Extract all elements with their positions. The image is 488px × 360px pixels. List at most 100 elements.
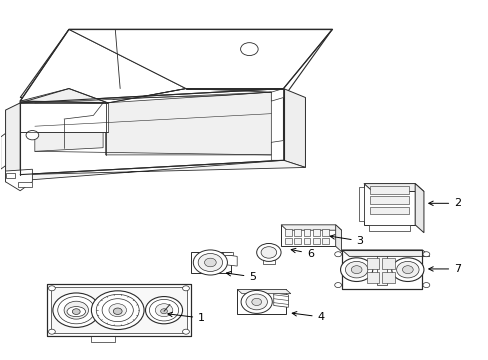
Polygon shape <box>281 225 341 230</box>
Circle shape <box>340 258 372 282</box>
Circle shape <box>241 291 272 314</box>
Circle shape <box>48 329 55 334</box>
Circle shape <box>251 298 261 306</box>
Bar <box>322 229 328 235</box>
Polygon shape <box>358 187 363 221</box>
Circle shape <box>64 301 88 319</box>
Polygon shape <box>5 103 20 182</box>
Polygon shape <box>221 254 237 266</box>
Circle shape <box>102 299 133 321</box>
Polygon shape <box>376 254 386 285</box>
Circle shape <box>72 309 80 315</box>
Polygon shape <box>35 103 103 151</box>
Polygon shape <box>69 30 331 89</box>
Polygon shape <box>18 182 32 187</box>
Polygon shape <box>341 250 429 256</box>
Polygon shape <box>51 287 186 333</box>
Polygon shape <box>264 252 272 263</box>
Bar <box>382 272 394 283</box>
Polygon shape <box>363 184 414 225</box>
Polygon shape <box>368 225 409 231</box>
Polygon shape <box>0 134 5 169</box>
Polygon shape <box>222 252 233 255</box>
Circle shape <box>350 266 361 274</box>
Bar <box>369 186 408 194</box>
Circle shape <box>160 309 167 314</box>
Circle shape <box>58 297 95 324</box>
Polygon shape <box>237 289 290 294</box>
Polygon shape <box>341 250 422 289</box>
Circle shape <box>204 258 216 267</box>
Polygon shape <box>5 173 15 178</box>
Circle shape <box>334 283 341 288</box>
Bar <box>294 229 301 235</box>
Circle shape <box>48 286 55 291</box>
Circle shape <box>145 297 182 324</box>
Polygon shape <box>271 89 283 101</box>
Circle shape <box>155 304 172 317</box>
Text: 2: 2 <box>428 198 460 208</box>
Circle shape <box>109 304 126 317</box>
Bar <box>369 197 408 204</box>
Circle shape <box>240 42 258 55</box>
Polygon shape <box>91 336 115 342</box>
Polygon shape <box>271 140 283 160</box>
Bar <box>312 229 319 235</box>
Polygon shape <box>105 92 271 155</box>
Polygon shape <box>273 293 288 307</box>
Polygon shape <box>237 289 285 315</box>
Circle shape <box>182 286 189 291</box>
Polygon shape <box>5 160 305 182</box>
Text: 4: 4 <box>292 311 324 322</box>
Polygon shape <box>20 30 185 103</box>
Bar <box>366 258 379 269</box>
Bar <box>303 238 310 244</box>
Polygon shape <box>262 260 275 264</box>
Polygon shape <box>335 225 341 252</box>
Bar <box>285 238 291 244</box>
Circle shape <box>334 252 341 257</box>
Circle shape <box>182 329 189 334</box>
Ellipse shape <box>67 307 85 317</box>
Polygon shape <box>281 225 335 246</box>
Bar <box>303 229 310 235</box>
Polygon shape <box>20 89 283 175</box>
Polygon shape <box>363 184 423 192</box>
Circle shape <box>149 300 178 321</box>
Circle shape <box>198 253 222 271</box>
Text: 7: 7 <box>428 264 460 274</box>
Text: 5: 5 <box>226 271 256 282</box>
Circle shape <box>261 247 276 258</box>
Circle shape <box>26 131 39 140</box>
Bar <box>366 272 379 283</box>
Circle shape <box>422 252 429 257</box>
Bar <box>294 238 301 244</box>
Polygon shape <box>283 89 305 167</box>
Polygon shape <box>20 30 331 101</box>
Circle shape <box>402 266 412 274</box>
Text: 3: 3 <box>329 235 363 246</box>
Circle shape <box>422 283 429 288</box>
Circle shape <box>91 291 144 329</box>
Bar <box>369 207 408 214</box>
Bar <box>382 258 394 269</box>
Circle shape <box>245 294 267 310</box>
Circle shape <box>113 308 122 315</box>
Polygon shape <box>190 252 231 273</box>
Bar <box>322 238 328 244</box>
Text: 6: 6 <box>291 248 313 258</box>
Circle shape <box>396 261 418 278</box>
Polygon shape <box>20 89 108 103</box>
Polygon shape <box>414 184 423 233</box>
Polygon shape <box>5 169 32 191</box>
Circle shape <box>193 250 227 275</box>
Circle shape <box>391 258 423 282</box>
Text: 1: 1 <box>167 312 205 323</box>
Circle shape <box>53 293 100 327</box>
Bar <box>285 229 291 235</box>
Polygon shape <box>20 103 108 132</box>
Circle shape <box>256 243 281 261</box>
Bar <box>312 238 319 244</box>
Polygon shape <box>47 284 190 336</box>
Circle shape <box>345 261 367 278</box>
